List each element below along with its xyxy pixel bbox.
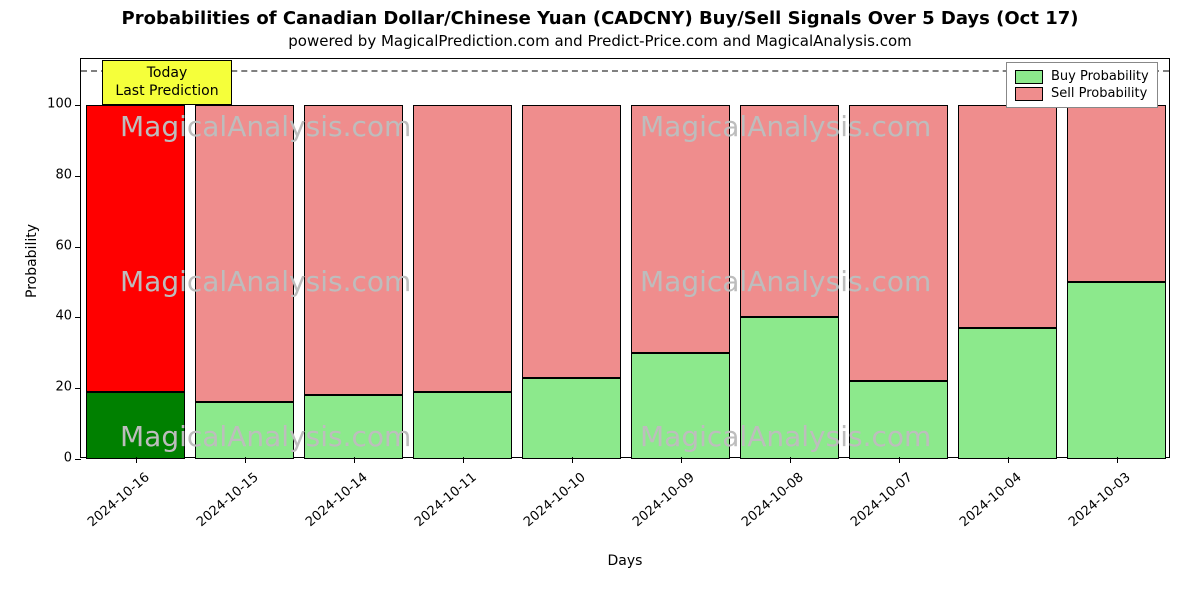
today-annotation: Today Last Prediction	[102, 60, 232, 105]
ytick-label: 80	[40, 167, 72, 182]
xtick	[354, 457, 355, 463]
xtick-label: 2024-10-09	[611, 470, 697, 546]
ytick	[75, 105, 81, 106]
buy-bar	[740, 317, 838, 459]
xtick-label: 2024-10-07	[829, 470, 915, 546]
figure: Probabilities of Canadian Dollar/Chinese…	[0, 0, 1200, 600]
ytick	[75, 317, 81, 318]
xtick-label: 2024-10-14	[284, 470, 370, 546]
legend-label: Sell Probability	[1051, 86, 1147, 101]
chart-title: Probabilities of Canadian Dollar/Chinese…	[0, 8, 1200, 29]
ytick	[75, 388, 81, 389]
xtick	[572, 457, 573, 463]
xtick	[1008, 457, 1009, 463]
sell-bar	[958, 105, 1056, 328]
plot-area	[80, 58, 1170, 458]
xtick-label: 2024-10-11	[393, 470, 479, 546]
xtick	[463, 457, 464, 463]
sell-bar	[849, 105, 947, 381]
legend: Buy Probability Sell Probability	[1006, 62, 1158, 108]
xtick-label: 2024-10-03	[1047, 470, 1133, 546]
buy-bar	[522, 378, 620, 459]
ytick-label: 20	[40, 380, 72, 395]
xtick	[136, 457, 137, 463]
sell-bar	[304, 105, 402, 395]
xtick	[681, 457, 682, 463]
ytick-label: 0	[40, 451, 72, 466]
ytick	[75, 176, 81, 177]
annotation-line: Last Prediction	[113, 83, 221, 101]
ytick	[75, 459, 81, 460]
buy-bar	[413, 392, 511, 459]
buy-bar	[195, 402, 293, 459]
legend-item: Buy Probability	[1015, 69, 1149, 84]
sell-bar	[1067, 105, 1165, 282]
ytick	[75, 247, 81, 248]
ytick-label: 60	[40, 238, 72, 253]
ytick-label: 100	[40, 97, 72, 112]
legend-swatch	[1015, 70, 1043, 84]
xtick	[899, 457, 900, 463]
buy-bar	[1067, 282, 1165, 459]
chart-subtitle: powered by MagicalPrediction.com and Pre…	[0, 32, 1200, 50]
sell-bar	[740, 105, 838, 317]
ytick-label: 40	[40, 309, 72, 324]
sell-bar	[86, 105, 184, 392]
xtick-label: 2024-10-08	[720, 470, 806, 546]
sell-bar	[522, 105, 620, 378]
xtick	[245, 457, 246, 463]
legend-item: Sell Probability	[1015, 86, 1149, 101]
xtick	[790, 457, 791, 463]
xtick	[1117, 457, 1118, 463]
legend-swatch	[1015, 87, 1043, 101]
sell-bar	[195, 105, 293, 402]
sell-bar	[631, 105, 729, 353]
x-axis-label: Days	[80, 553, 1170, 569]
buy-bar	[304, 395, 402, 459]
buy-bar	[86, 392, 184, 459]
y-axis-label: Probability	[24, 224, 40, 298]
xtick-label: 2024-10-04	[938, 470, 1024, 546]
annotation-line: Today	[113, 65, 221, 83]
xtick-label: 2024-10-10	[502, 470, 588, 546]
buy-bar	[849, 381, 947, 459]
sell-bar	[413, 105, 511, 392]
xtick-label: 2024-10-16	[66, 470, 152, 546]
buy-bar	[958, 328, 1056, 459]
xtick-label: 2024-10-15	[175, 470, 261, 546]
legend-label: Buy Probability	[1051, 69, 1149, 84]
buy-bar	[631, 353, 729, 459]
